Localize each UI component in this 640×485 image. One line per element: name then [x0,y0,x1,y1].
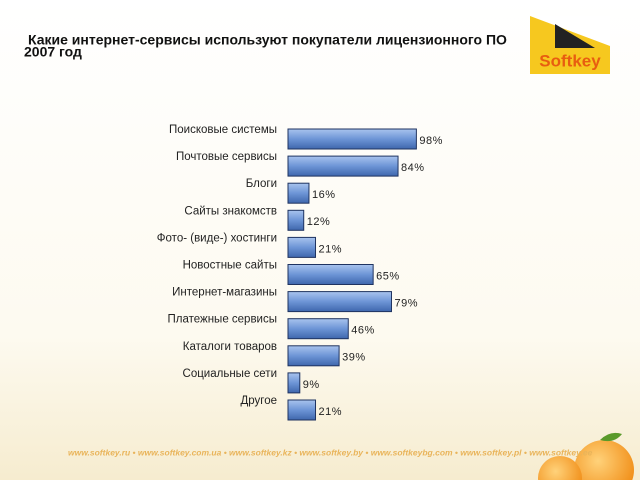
plot: Поисковые системы 98% Почтовые сервисы 84% Б… [157,124,443,421]
value-label: 46% [351,325,375,337]
category-label: Фото- (виде-) хостинги [157,232,277,244]
footer: www.softkey.ru • www.softkey.com.ua • ww… [68,447,593,457]
oranges [538,432,634,485]
category-label: Каталоги товаров [183,341,277,353]
bar [287,182,310,204]
title: Какие интернет-сервисы используют покупа… [28,32,507,48]
bar [287,155,399,177]
bar [287,128,417,150]
bar [287,236,317,258]
bar [287,318,349,340]
subtitle: 2007 год [24,44,82,60]
category-label: Блоги [246,178,277,190]
bar [287,209,305,231]
category-label: Другое [240,395,277,407]
category-label: Новостные сайты [183,260,277,272]
orange [538,456,582,485]
category-label: Платежные сервисы [167,314,277,326]
value-label: 21% [319,243,343,255]
bar [287,372,301,394]
bar [287,264,374,285]
value-label: 21% [319,406,343,418]
category-label: Почтовые сервисы [176,151,277,163]
logo-shape [530,16,610,46]
category-label: Поисковые системы [169,124,277,136]
logo-shape [555,24,595,48]
value-label: 9% [303,379,320,391]
bar [287,399,317,421]
category-label: Сайты знакомств [184,205,277,217]
value-label: 12% [307,216,331,228]
category-label: Интернет-магазины [172,287,277,299]
value-label: 65% [376,270,400,282]
value-label: 39% [342,352,366,364]
logo-text: Softkey [539,51,601,70]
value-label: 79% [394,298,418,310]
value-label: 98% [419,135,443,147]
bar [287,291,392,313]
category-label: Социальные сети [183,368,277,380]
leaf [600,432,622,442]
logo: Softkey [530,16,610,74]
value-label: 16% [312,189,336,201]
bar [287,345,340,367]
orange [574,440,634,485]
value-label: 84% [401,162,425,174]
